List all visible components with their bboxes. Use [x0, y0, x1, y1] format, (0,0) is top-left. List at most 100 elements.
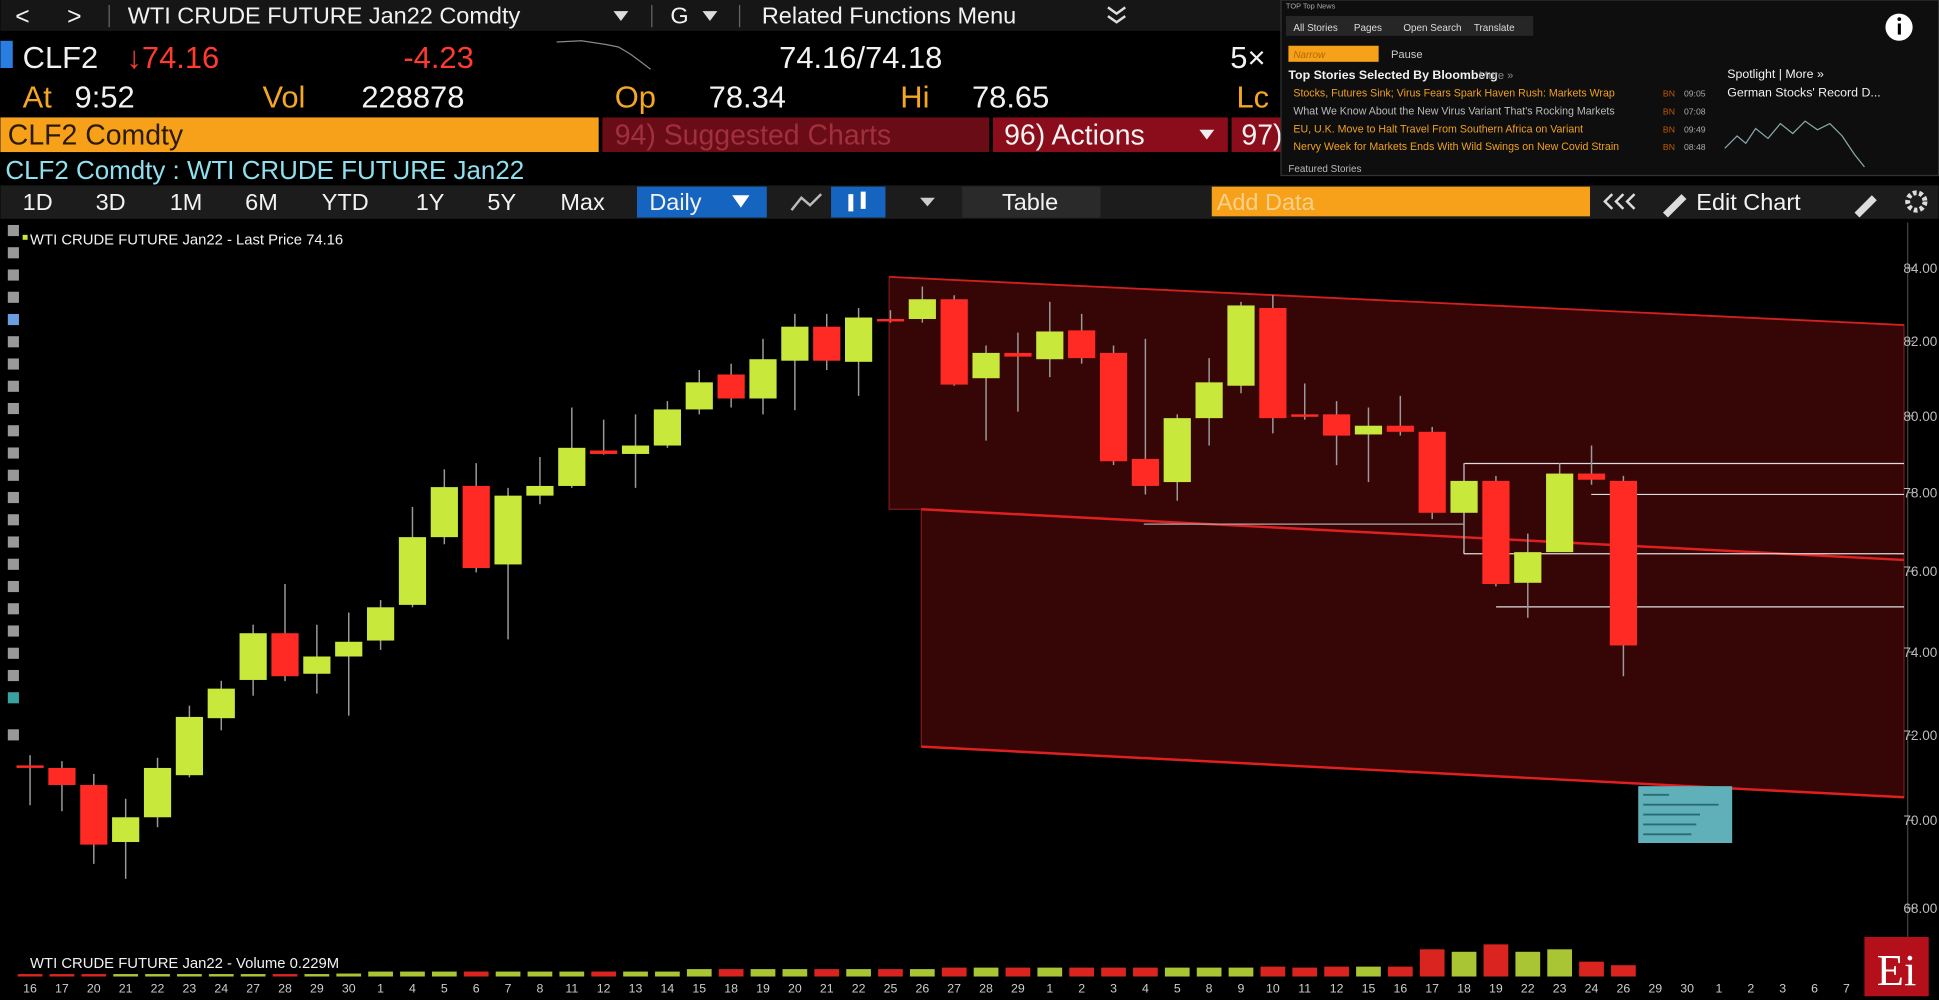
g-menu[interactable]: G [670, 2, 688, 28]
edit-chart-button[interactable]: Edit Chart [1696, 189, 1801, 215]
range-button[interactable]: Max [560, 189, 605, 215]
range-button[interactable]: 6M [245, 189, 278, 215]
volume-bar [145, 974, 170, 977]
news-tab[interactable]: All Stories [1293, 23, 1338, 34]
x-tick-label: 29 [310, 982, 324, 996]
news-tab[interactable]: Pages [1354, 23, 1382, 34]
headline[interactable]: EU, U.K. Move to Halt Travel From Southe… [1293, 123, 1583, 135]
y-tick-label: 76.00 [1903, 564, 1937, 579]
candle-body [494, 495, 522, 565]
volume-bar [1387, 966, 1413, 977]
more-button[interactable] [1231, 117, 1286, 153]
volume-bar [1324, 966, 1349, 977]
candle-body [335, 641, 363, 657]
y-tick-label: 72.00 [1903, 728, 1937, 743]
add-data-field[interactable] [1211, 186, 1591, 217]
candle-body [48, 767, 76, 786]
candle-body [367, 607, 395, 641]
news-search-text: Narrow [1293, 50, 1326, 61]
x-tick-label: 1 [377, 982, 384, 996]
x-tick-label: 28 [979, 982, 993, 996]
range-button[interactable]: YTD [322, 189, 369, 215]
x-tick-label: 29 [1011, 982, 1025, 996]
headline[interactable]: Stocks, Futures Sink; Virus Fears Spark … [1293, 87, 1615, 99]
related-functions-menu[interactable]: Related Functions Menu [762, 2, 1016, 28]
candle-chart-icon[interactable] [831, 186, 886, 218]
x-tick-label: 30 [342, 982, 356, 996]
candle-body [1291, 414, 1319, 417]
headline[interactable]: Nervy Week for Markets Ends With Wild Sw… [1293, 141, 1619, 153]
candle-body [590, 450, 618, 454]
frequency-button[interactable] [636, 186, 767, 218]
x-tick-label: 22 [1521, 982, 1535, 996]
volume-bar [1451, 951, 1477, 977]
x-tick-label: 27 [246, 982, 260, 996]
actions-text: 96) Actions [1004, 120, 1145, 152]
x-tick-label: 11 [1298, 982, 1311, 996]
y-tick-label: 80.00 [1903, 409, 1937, 424]
spotlight[interactable]: Spotlight | More » [1727, 67, 1824, 81]
volume-bar [941, 967, 967, 977]
headline-list: Stocks, Futures Sink; Virus Fears Spark … [1293, 87, 1705, 153]
volume-bar [718, 969, 744, 977]
news-tab[interactable]: Translate [1474, 23, 1515, 34]
volume-bar [846, 969, 871, 977]
sparkline [556, 40, 651, 70]
range-button[interactable]: 3D [96, 189, 126, 215]
candle-body [1514, 552, 1542, 583]
x-tick-label: 22 [852, 982, 866, 996]
news-more[interactable]: More » [1479, 70, 1514, 82]
chart-header: CLF2 Comdty : WTI CRUDE FUTURE Jan22 [5, 157, 524, 185]
x-tick-label: 28 [278, 982, 292, 996]
y-tick-label: 74.00 [1903, 645, 1937, 660]
back-button[interactable]: < [15, 4, 29, 31]
news-tab[interactable]: Open Search [1403, 23, 1461, 34]
volume-bar [686, 969, 712, 977]
range-button[interactable]: 1M [170, 189, 203, 215]
featured-stories[interactable]: Featured Stories [1288, 164, 1361, 175]
spotlight-title[interactable]: German Stocks' Record D... [1727, 85, 1880, 99]
range-button[interactable]: 1D [23, 189, 53, 215]
actions-button[interactable] [992, 117, 1228, 153]
security-field[interactable] [0, 117, 599, 153]
suggested-charts-button[interactable] [602, 117, 990, 153]
collapse-icon[interactable] [1603, 193, 1636, 210]
dropdown-icon [1199, 129, 1215, 140]
x-tick-label: 19 [756, 982, 770, 996]
x-tick-label: 18 [1457, 982, 1471, 996]
candle-body [175, 716, 203, 776]
x-tick-label: 23 [1553, 982, 1567, 996]
candle-body [1609, 480, 1637, 646]
x-tick-label: 18 [724, 982, 738, 996]
forward-button[interactable]: > [67, 4, 81, 31]
security-menu[interactable]: WTI CRUDE FUTURE Jan22 Comdty [128, 2, 521, 28]
x-tick-label: 5 [441, 982, 448, 996]
range-button[interactable]: 1Y [416, 189, 445, 215]
volume-bar [495, 971, 521, 977]
settings-icon[interactable] [1905, 190, 1928, 213]
candle-body [1036, 331, 1064, 360]
news-search[interactable] [1288, 45, 1379, 62]
x-tick-label: 10 [1266, 982, 1280, 996]
expand-icon [1107, 6, 1126, 24]
candle-body [430, 487, 458, 538]
headline[interactable]: What We Know About the New Virus Variant… [1293, 105, 1614, 117]
x-tick-label: 7 [1843, 982, 1850, 996]
table-button[interactable] [962, 186, 1101, 218]
dropdown-icon [920, 197, 935, 207]
pause-button[interactable]: Pause [1391, 49, 1423, 61]
candle-body [1163, 418, 1191, 483]
draw-icon[interactable] [1854, 195, 1877, 218]
x-tick-label: 2 [1747, 982, 1754, 996]
candle-body [1259, 308, 1287, 419]
info-glyph-dot [1897, 17, 1902, 22]
candle-body [972, 352, 1000, 379]
table-text: Table [1002, 189, 1058, 215]
x-tick-label: 26 [915, 982, 929, 996]
volume: 228878 [361, 80, 464, 115]
range-button[interactable]: 5Y [487, 189, 516, 215]
volume-bar [1579, 961, 1604, 977]
volume-bar [17, 974, 43, 977]
line-chart-icon[interactable] [790, 193, 823, 211]
